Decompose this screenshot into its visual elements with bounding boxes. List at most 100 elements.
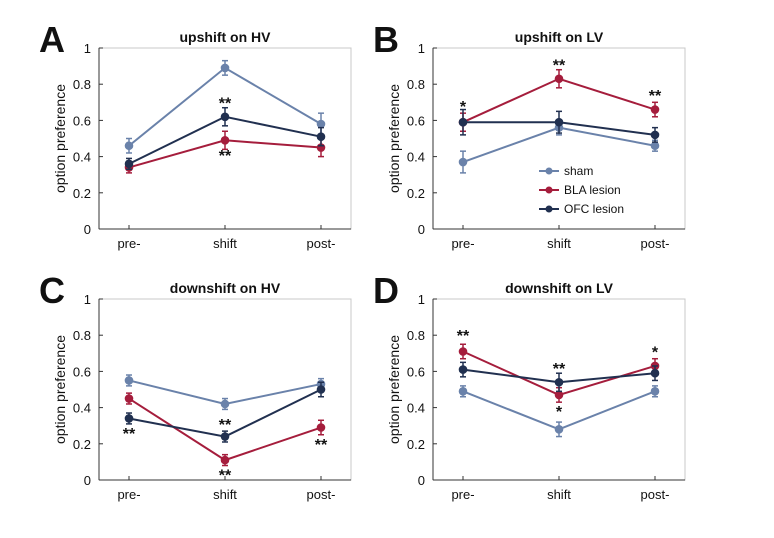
significance-marker: * (556, 404, 563, 421)
y-tick-label: 0.2 (73, 186, 91, 201)
significance-marker: * (652, 344, 659, 361)
y-tick-label: 0 (418, 473, 425, 488)
data-point (554, 377, 564, 387)
panel-letter: D (373, 270, 399, 311)
data-point (458, 387, 468, 396)
data-point (554, 390, 564, 400)
significance-marker: * (460, 99, 467, 116)
y-tick-label: 0.6 (73, 364, 91, 379)
y-tick-label: 0.4 (73, 401, 91, 416)
y-tick-label: 0.8 (73, 328, 91, 343)
significance-marker: ** (219, 95, 232, 112)
data-point (220, 136, 230, 145)
data-point (316, 119, 326, 129)
x-tick-label: post- (307, 487, 336, 502)
panel-title: upshift on LV (515, 29, 604, 45)
panel-title: downshift on LV (505, 280, 613, 296)
legend: sham BLA lesion OFC lesion (539, 164, 624, 216)
data-point (650, 368, 660, 378)
panel-b: 0 0.2 0.4 0.6 0.8 1 pre-shift post-option prefe… (373, 19, 686, 251)
significance-marker: ** (315, 437, 328, 454)
significance-marker: ** (553, 361, 566, 378)
significance-marker: ** (649, 88, 662, 105)
data-point (316, 423, 326, 432)
data-point (458, 365, 468, 374)
panel-a: 0 0.2 0.4 0.6 0.8 1 pre-shift post-option prefe… (39, 19, 352, 251)
y-tick-label: 1 (418, 292, 425, 307)
x-tick-label: pre- (117, 236, 140, 251)
data-point (554, 117, 564, 127)
data-point (220, 63, 230, 73)
y-tick-label: 0.4 (73, 150, 91, 165)
series-ofc-lesion (458, 361, 660, 393)
plot-box (98, 298, 352, 481)
legend-swatch-marker (545, 167, 553, 175)
data-point (220, 112, 230, 122)
y-tick-label: 1 (84, 41, 91, 56)
x-tick-label: shift (213, 236, 237, 251)
data-point (220, 455, 230, 465)
x-tick-label: shift (547, 236, 571, 251)
data-point (124, 141, 134, 151)
legend-swatch-marker (545, 205, 553, 213)
series-sham (458, 385, 660, 438)
x-tick-label: shift (213, 487, 237, 502)
data-point (124, 159, 134, 169)
y-tick-label: 0.6 (73, 113, 91, 128)
significance-marker: ** (457, 328, 470, 345)
y-tick-label: 0.8 (73, 77, 91, 92)
legend-label: BLA lesion (564, 183, 621, 197)
series-bla-lesion (124, 392, 326, 467)
data-point (220, 399, 230, 409)
panel-letter: C (39, 270, 65, 311)
significance-marker: ** (123, 426, 136, 443)
data-point (458, 157, 468, 167)
x-tick-label: post- (641, 487, 670, 502)
legend-label: sham (564, 164, 593, 178)
series-ofc-lesion (124, 381, 326, 443)
x-tick-label: pre- (117, 487, 140, 502)
x-tick-label: shift (547, 487, 571, 502)
panel-title: upshift on HV (180, 29, 272, 45)
data-point (220, 432, 230, 441)
data-point (124, 394, 134, 403)
panel-c: 0 0.2 0.4 0.6 0.8 1 pre-shift post-option prefe… (39, 270, 352, 502)
series-ofc-lesion (124, 106, 326, 171)
y-tick-label: 0.6 (407, 364, 425, 379)
y-tick-label: 1 (84, 292, 91, 307)
y-tick-label: 0 (84, 473, 91, 488)
significance-marker: ** (219, 148, 232, 165)
series-sham (124, 59, 326, 154)
significance-marker: ** (553, 57, 566, 74)
data-point (316, 132, 326, 141)
y-tick-label: 0.2 (407, 437, 425, 452)
legend-swatch-marker (545, 186, 553, 194)
x-tick-label: post- (307, 236, 336, 251)
y-tick-label: 0 (84, 222, 91, 237)
data-point (554, 425, 564, 434)
panel-letter: A (39, 19, 65, 60)
data-point (458, 117, 468, 127)
series-ofc-lesion (458, 108, 660, 143)
y-tick-label: 0.6 (407, 113, 425, 128)
y-tick-label: 0.8 (407, 328, 425, 343)
y-tick-label: 0.8 (407, 77, 425, 92)
significance-marker: ** (219, 468, 232, 485)
panel-title: downshift on HV (170, 280, 281, 296)
data-point (458, 347, 468, 356)
panel-letter: B (373, 19, 399, 60)
data-point (650, 387, 660, 396)
y-tick-label: 0.2 (407, 186, 425, 201)
panel-d: 0 0.2 0.4 0.6 0.8 1 pre-shift post-option prefe… (373, 270, 686, 502)
data-point (554, 74, 564, 84)
data-point (124, 414, 134, 423)
data-point (650, 105, 660, 114)
y-tick-label: 0 (418, 222, 425, 237)
y-axis-label: option preference (52, 84, 68, 193)
significance-marker: ** (219, 417, 232, 434)
series-sham (124, 374, 326, 411)
data-point (316, 385, 326, 394)
y-tick-label: 0.4 (407, 150, 425, 165)
x-tick-label: pre- (451, 236, 474, 251)
